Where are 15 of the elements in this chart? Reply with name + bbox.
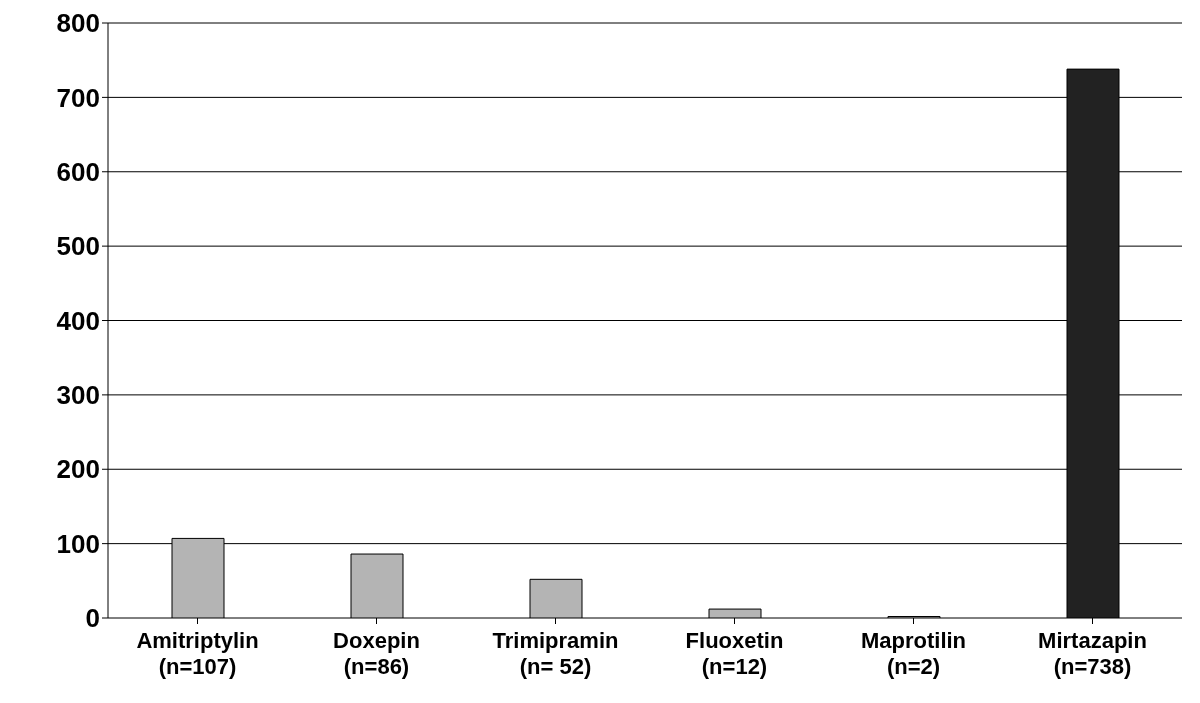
y-tick-label: 0 xyxy=(85,603,100,634)
y-tick-label: 100 xyxy=(56,528,100,559)
y-tick-label: 400 xyxy=(56,305,100,336)
y-tick-label: 700 xyxy=(56,82,100,113)
y-tick-label: 500 xyxy=(56,231,100,262)
y-tick-label: 300 xyxy=(56,380,100,411)
y-tick-label: 200 xyxy=(56,454,100,485)
x-tick-label: Mirtazapin (n=738) xyxy=(1038,628,1147,679)
x-tick-label: Amitriptylin (n=107) xyxy=(136,628,259,679)
y-tick-label: 600 xyxy=(56,156,100,187)
x-tick-label: Fluoxetin (n=12) xyxy=(685,628,784,679)
x-tick-label: Doxepin (n=86) xyxy=(333,628,420,679)
x-tick-label: Maprotilin (n=2) xyxy=(860,628,967,679)
x-tick-label: Trimipramin (n= 52) xyxy=(492,628,619,679)
y-tick-label: 800 xyxy=(56,8,100,39)
